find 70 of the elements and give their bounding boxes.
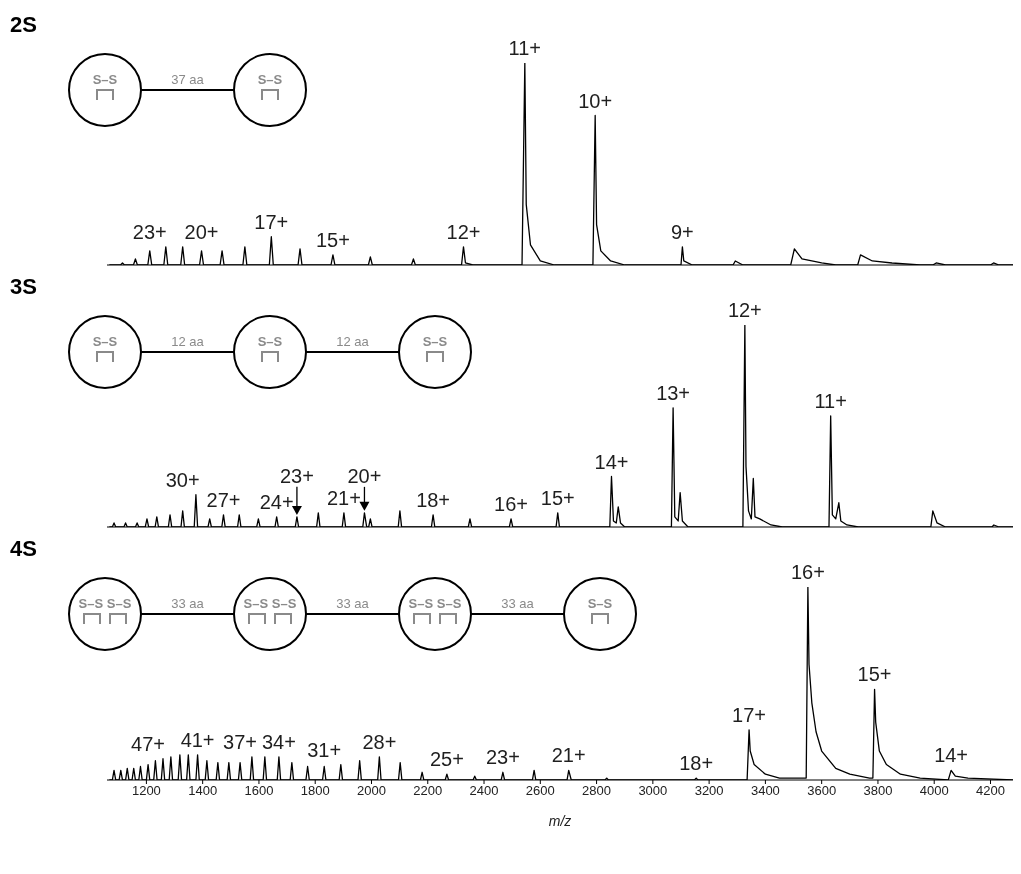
annotation: 17+	[254, 210, 289, 233]
annotation: 13+	[656, 381, 691, 404]
annotation: S–S	[92, 334, 118, 349]
annotation: 28+	[362, 730, 397, 753]
annotation: 21+	[551, 744, 586, 767]
annotation: 37+	[223, 730, 258, 753]
annotation: 15+	[315, 228, 350, 251]
x-tick-label: 1800	[300, 783, 330, 799]
chart-title: 2S	[10, 12, 37, 37]
annotation: S–S	[257, 334, 283, 349]
annotation: 15+	[540, 486, 575, 509]
annotation: 20+	[347, 464, 382, 487]
chart-title: 4S	[10, 536, 37, 561]
x-tick-label: 3200	[694, 783, 724, 799]
x-tick-label: 1400	[188, 783, 218, 799]
annotation: 41+	[180, 728, 215, 751]
annotation: 9+	[670, 220, 694, 243]
x-tick-label: 3000	[638, 783, 668, 799]
x-tick-label: 2800	[582, 783, 612, 799]
x-tick-label: 3600	[807, 783, 837, 799]
annotation: S–S S–S	[243, 596, 297, 611]
annotation: 23+	[132, 220, 167, 243]
annotation: 30+	[165, 468, 200, 491]
annotation: 18+	[679, 752, 714, 775]
x-tick-label: 2000	[357, 783, 386, 799]
annotation: 11+	[814, 389, 847, 412]
annotation: S–S	[587, 596, 613, 611]
annotation: S–S	[257, 72, 283, 87]
annotation: 33 aa	[171, 596, 205, 611]
annotation: 12 aa	[336, 334, 370, 349]
annotation: S–S	[92, 72, 118, 87]
annotation: 27+	[206, 488, 241, 511]
annotation: 17+	[732, 703, 767, 726]
x-tick-label: 1600	[244, 783, 274, 799]
annotation: 10+	[578, 89, 613, 112]
annotation: 24+	[259, 490, 294, 513]
annotation: 16+	[790, 561, 825, 583]
annotation: 20+	[184, 220, 219, 243]
x-tick-label: 3800	[863, 783, 893, 799]
annotation: 14+	[594, 450, 629, 473]
annotation: 18+	[416, 488, 451, 511]
annotation: 33 aa	[336, 596, 370, 611]
annotation: 37 aa	[171, 72, 205, 87]
annotation: 14+	[934, 744, 969, 767]
annotation: 31+	[307, 738, 342, 761]
annotation: 25+	[429, 748, 464, 771]
annotation: 12+	[727, 299, 762, 321]
annotation: 23+	[279, 464, 314, 487]
annotation: S–S S–S	[78, 596, 132, 611]
x-tick-label: 3400	[750, 783, 780, 799]
x-tick-label: 2600	[525, 783, 555, 799]
annotation: S–S	[422, 334, 448, 349]
annotation: 11+	[508, 37, 542, 59]
annotation: 16+	[494, 492, 529, 515]
annotation: 12+	[446, 220, 481, 243]
x-axis-title: m/z	[548, 813, 572, 829]
annotation: 12 aa	[171, 334, 205, 349]
x-tick-label: 2400	[469, 783, 499, 799]
x-tick-label: 2200	[413, 783, 443, 799]
annotation: S–S S–S	[408, 596, 462, 611]
x-tick-label: 4200	[976, 783, 1005, 799]
annotation: 47+	[131, 732, 166, 755]
annotation: 23+	[485, 746, 520, 769]
x-tick-label: 1200	[131, 783, 161, 799]
chart-title: 3S	[10, 274, 37, 299]
annotation: 21+	[326, 486, 361, 509]
annotation: 15+	[857, 663, 892, 686]
annotation: 33 aa	[501, 596, 535, 611]
annotation: 34+	[261, 730, 296, 753]
x-tick-label: 4000	[919, 783, 949, 799]
